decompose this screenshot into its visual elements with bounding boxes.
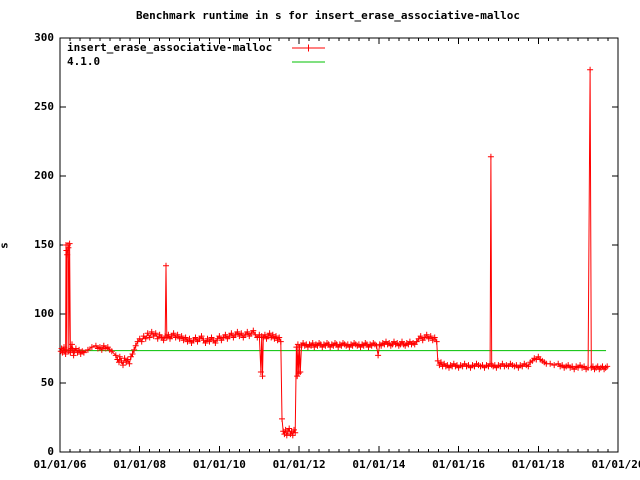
x-tick-label: 01/01/16 <box>432 458 486 471</box>
x-tick-label: 01/01/12 <box>272 458 326 471</box>
x-tick-label: 01/01/20 <box>591 458 640 471</box>
y-tick-label: 100 <box>34 307 54 320</box>
legend-series-sample-plus <box>305 44 312 52</box>
x-tick-label: 01/01/08 <box>113 458 167 471</box>
y-tick-label: 50 <box>40 376 54 389</box>
plot-border <box>59 37 619 453</box>
x-tick-label: 01/01/10 <box>192 458 246 471</box>
legend-series-label: insert_erase_associative-malloc <box>67 41 273 54</box>
axis-ticks <box>59 37 619 453</box>
y-tick-label: 200 <box>34 169 54 182</box>
y-tick-label: 0 <box>47 445 54 458</box>
y-tick-label: 150 <box>34 238 54 251</box>
x-tick-label: 01/01/14 <box>352 458 406 471</box>
chart-title: Benchmark runtime in s for insert_erase_… <box>135 9 521 22</box>
x-tick-label: 01/01/18 <box>511 458 565 471</box>
x-tick-label: 01/01/06 <box>33 458 87 471</box>
series-plus-markers <box>57 66 611 439</box>
series-line <box>60 69 608 436</box>
y-tick-label: 300 <box>34 31 54 44</box>
legend-baseline-label: 4.1.0 <box>67 55 101 68</box>
y-tick-label: 250 <box>34 100 54 113</box>
